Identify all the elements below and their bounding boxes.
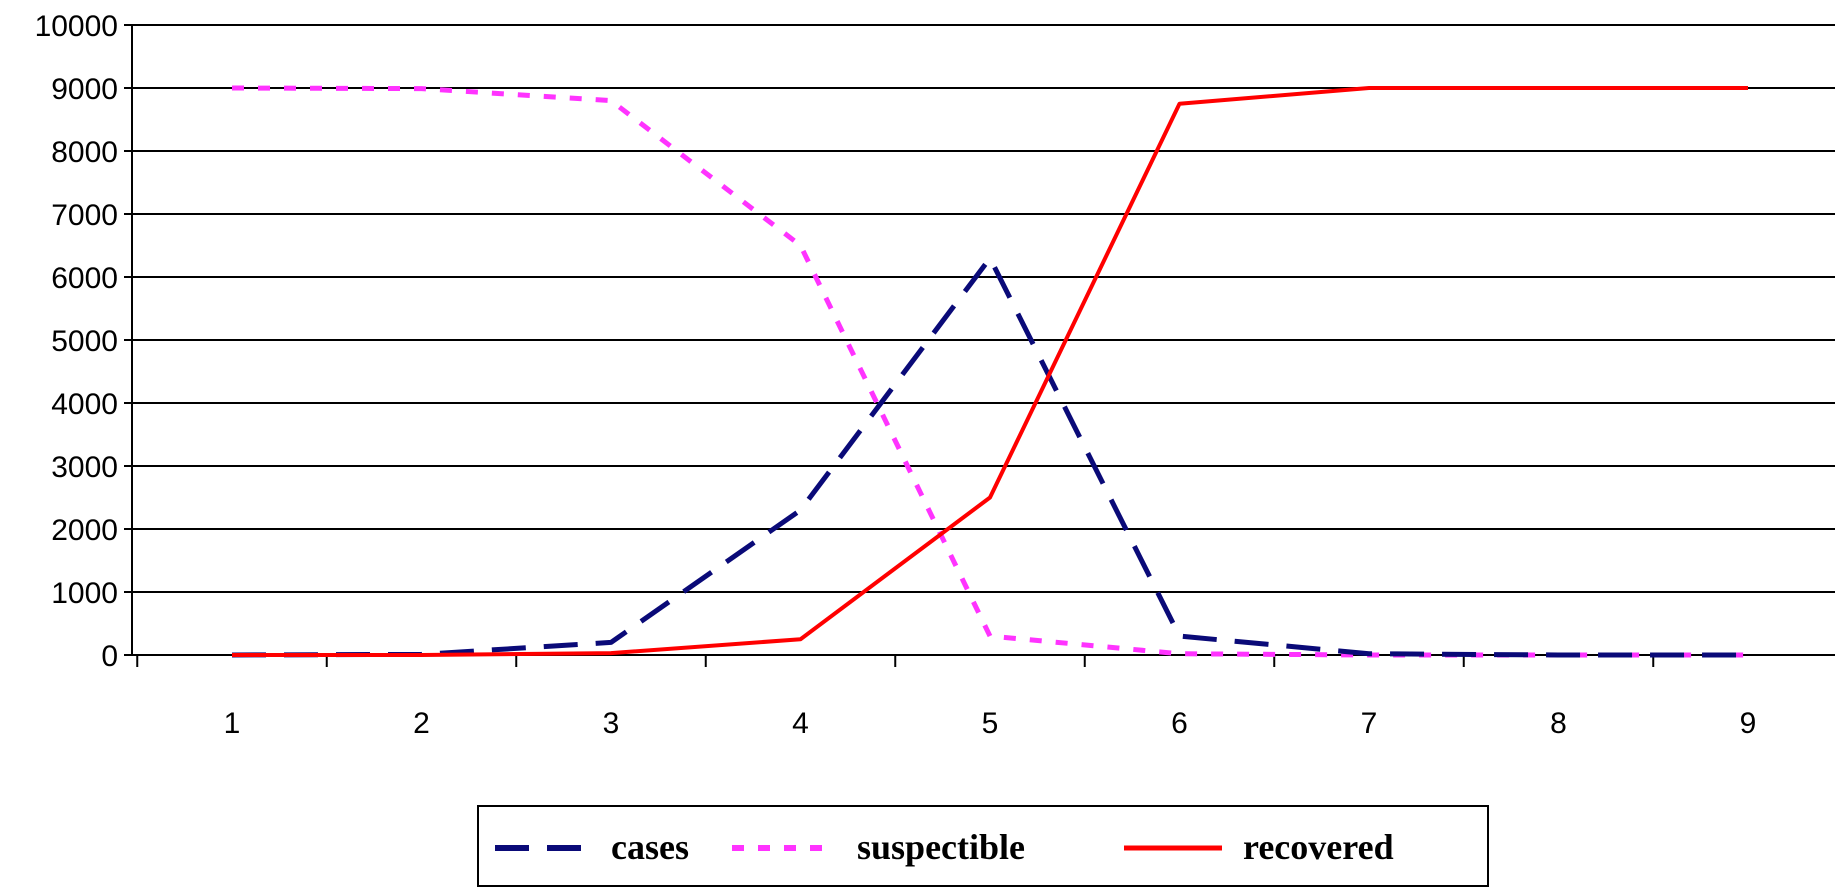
y-tick-label: 9000 — [51, 73, 118, 106]
x-tick-label: 8 — [1550, 707, 1567, 740]
y-axis-ticks: 0 1000 2000 3000 4000 5000 6000 7000 8000 9000 100… — [35, 10, 118, 673]
x-tick-label: 7 — [1361, 707, 1378, 740]
y-tick-label: 2000 — [51, 514, 118, 547]
y-tick-label: 3000 — [51, 451, 118, 484]
series-lines — [231, 85, 1748, 658]
gridlines — [132, 24, 1835, 593]
x-tick-label: 2 — [413, 707, 430, 740]
legend-box — [477, 805, 1489, 887]
x-tick-label: 4 — [792, 707, 809, 740]
y-tick-label: 4000 — [51, 388, 118, 421]
x-tick-label: 5 — [982, 707, 999, 740]
y-tick-label: 5000 — [51, 325, 118, 358]
x-tick-label: 9 — [1740, 707, 1757, 740]
y-tick-label: 1000 — [51, 577, 118, 610]
legend-label-cases: cases — [611, 827, 689, 867]
y-tick-label: 10000 — [35, 10, 118, 43]
legend-label-recovered: recovered — [1243, 827, 1394, 867]
axes — [124, 24, 1835, 667]
x-tick-label: 6 — [1171, 707, 1188, 740]
series-line-recovered — [232, 86, 1748, 657]
legend-label-suspectible: suspectible — [857, 827, 1025, 867]
y-tick-label: 8000 — [51, 136, 118, 169]
series-line-suspectible — [231, 85, 1748, 658]
x-axis-ticks: 1 2 3 4 5 6 7 8 9 — [224, 707, 1757, 740]
series-line-cases — [231, 255, 1748, 658]
x-tick-label: 3 — [603, 707, 620, 740]
y-tick-label: 6000 — [51, 262, 118, 295]
x-tick-label: 1 — [224, 707, 241, 740]
y-tick-label: 7000 — [51, 199, 118, 232]
legend: cases suspectible recovered — [477, 805, 1489, 887]
y-tick-label: 0 — [101, 640, 118, 673]
